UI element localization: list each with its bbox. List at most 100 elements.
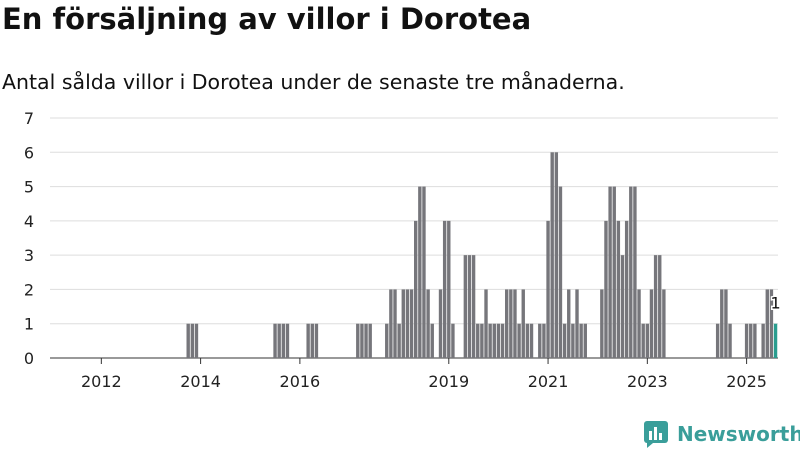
bar: [393, 289, 397, 358]
y-tick-label: 5: [24, 178, 34, 197]
bar: [542, 323, 546, 358]
bar: [761, 323, 765, 358]
bar: [364, 323, 368, 358]
bar: [277, 323, 281, 358]
bar: [476, 323, 480, 358]
bar: [649, 289, 654, 358]
bar: [496, 323, 501, 358]
bar: [513, 289, 517, 358]
y-tick-label: 4: [24, 212, 34, 231]
bar: [509, 289, 513, 358]
bar: [451, 323, 455, 358]
bar: [314, 323, 319, 358]
bar: [724, 289, 728, 358]
y-tick-label: 0: [24, 349, 34, 368]
bar: [397, 323, 401, 358]
bar: [310, 323, 314, 358]
bar: [426, 289, 430, 358]
bar: [715, 323, 720, 358]
x-tick-label: 2019: [428, 372, 469, 391]
bar: [554, 152, 559, 358]
bar: [467, 255, 472, 358]
chart-title: En försäljning av villor i Dorotea: [2, 2, 532, 36]
bar: [480, 323, 484, 358]
bar: [633, 186, 637, 358]
bar-chart: 0 1 2 3 4 5 6 7 2012 2014 2 0 1 6 2019 2021 2023 2025 1: [24, 109, 782, 391]
brand-name: Newsworthy: [677, 422, 800, 446]
bar: [529, 323, 534, 358]
bar: [558, 186, 563, 358]
bar: [463, 255, 468, 358]
bar: [418, 186, 422, 358]
bar: [744, 323, 749, 358]
bar: [749, 323, 753, 358]
bar: [658, 255, 662, 358]
bar: [273, 323, 277, 358]
bar: [385, 323, 389, 358]
bar: [186, 323, 190, 358]
bar: [505, 289, 509, 358]
bar: [401, 289, 405, 358]
bar: [624, 220, 629, 358]
bar: [720, 289, 724, 358]
bar: [567, 289, 571, 358]
bar: [521, 289, 525, 358]
bar: [662, 289, 666, 358]
bar: [608, 186, 612, 358]
bar: [579, 323, 583, 358]
bar: [285, 323, 290, 358]
bar: [281, 323, 286, 358]
x-tick-label: 2021: [528, 372, 569, 391]
y-tick-label: 6: [24, 143, 34, 162]
bar: [612, 186, 616, 358]
x-tick-label: 2023: [627, 372, 668, 391]
bar-chart-logo-icon: [644, 421, 668, 448]
bar: [442, 220, 447, 358]
y-tick-label: 7: [24, 109, 34, 128]
bar: [422, 186, 426, 358]
bar: [604, 220, 608, 358]
bar: [538, 323, 542, 358]
data-labels: 1: [769, 292, 782, 314]
bar: [368, 323, 372, 358]
bar: [620, 255, 625, 358]
bar: [500, 323, 505, 358]
bar: [753, 323, 757, 358]
bar: [471, 255, 476, 358]
bar: [629, 186, 633, 358]
bar: [194, 323, 199, 358]
bar: [447, 220, 451, 358]
x-tick-label: 2025: [726, 372, 767, 391]
bars: [186, 152, 778, 358]
bar: [769, 289, 774, 358]
bar: [575, 289, 579, 358]
bar: [525, 323, 530, 358]
bar: [360, 323, 364, 358]
bar: [765, 289, 769, 358]
bar: [583, 323, 587, 358]
y-axis-ticks: 0 1 2 3 4 5 6 7: [24, 109, 34, 368]
brand: Newsworthy: [643, 420, 800, 448]
bar: [773, 323, 778, 358]
bar: [430, 323, 434, 358]
bar: [728, 323, 732, 358]
y-tick-label: 2: [24, 280, 34, 299]
bar: [488, 323, 492, 358]
x-axis-ticks: 2012 2014 2016 2019 2021 2023 2025: [81, 358, 767, 391]
bar: [641, 323, 645, 358]
bar: [517, 323, 521, 358]
bar: [306, 323, 310, 358]
bar: [190, 323, 195, 358]
bar: [438, 289, 443, 358]
x-tick-label: 2014: [180, 372, 221, 391]
y-tick-label: 1: [24, 315, 34, 334]
bar: [492, 323, 496, 358]
bar: [653, 255, 658, 358]
bar: [616, 220, 621, 358]
x-tick-label: 2012: [81, 372, 122, 391]
data-label: 1: [770, 294, 780, 313]
bar: [645, 323, 650, 358]
y-tick-label: 3: [24, 246, 34, 265]
bar: [409, 289, 414, 358]
bar: [571, 323, 575, 358]
